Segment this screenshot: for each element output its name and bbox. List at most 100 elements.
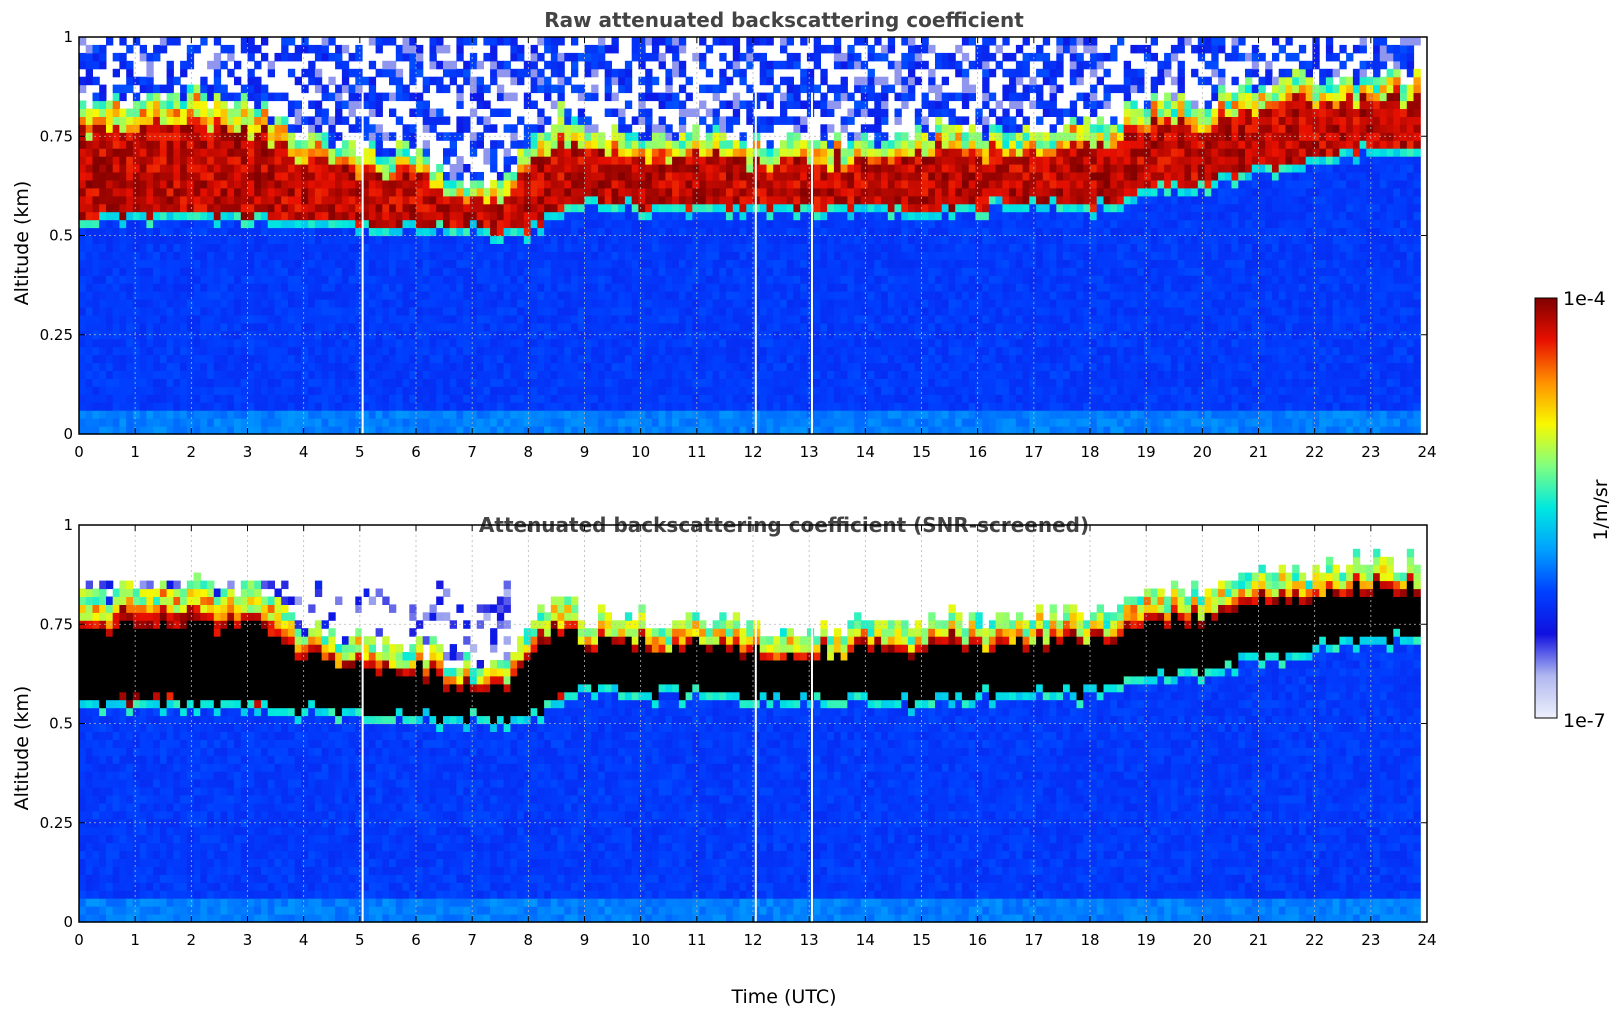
heatmap-cell: [793, 164, 801, 173]
heatmap-cell: [106, 314, 114, 324]
heatmap-cell: [287, 227, 296, 237]
heatmap-cell: [678, 307, 687, 316]
heatmap-cell: [274, 187, 282, 197]
heatmap-cell: [416, 60, 424, 70]
heatmap-cell: [786, 227, 794, 237]
heatmap-cell: [651, 219, 660, 229]
heatmap-cell: [146, 108, 154, 117]
heatmap-cell: [510, 76, 518, 86]
heatmap-cell: [267, 354, 275, 364]
heatmap-cell: [99, 44, 107, 54]
heatmap-cell: [571, 203, 579, 213]
heatmap-cell: [274, 52, 282, 62]
heatmap-cell: [692, 172, 700, 181]
heatmap-cell: [651, 426, 660, 435]
heatmap-cell: [402, 299, 410, 308]
heatmap-cell: [301, 338, 309, 348]
heatmap-cell: [739, 179, 747, 189]
heatmap-cell: [631, 44, 639, 54]
heatmap-cell: [678, 338, 687, 348]
heatmap-cell: [598, 291, 606, 300]
heatmap-cell: [719, 354, 727, 364]
heatmap-cell: [699, 84, 707, 94]
heatmap-cell: [651, 354, 660, 364]
heatmap-cell: [780, 410, 788, 419]
heatmap-cell: [267, 219, 275, 229]
heatmap-cell: [294, 267, 302, 276]
heatmap-cell: [476, 203, 484, 213]
heatmap-cell: [463, 307, 471, 316]
heatmap-cell: [139, 52, 147, 62]
heatmap-cell: [766, 291, 774, 300]
heatmap-cell: [267, 156, 275, 165]
heatmap-cell: [240, 148, 249, 157]
heatmap-cell: [550, 307, 559, 316]
heatmap-cell: [557, 402, 565, 411]
heatmap-cell: [314, 108, 323, 117]
heatmap-cell: [193, 219, 201, 229]
heatmap-cell: [685, 235, 693, 244]
heatmap-cell: [463, 299, 471, 308]
heatmap-cell: [132, 322, 141, 332]
heatmap-cell: [314, 267, 323, 276]
heatmap-cell: [766, 307, 774, 316]
heatmap-cell: [126, 314, 134, 324]
heatmap-cell: [766, 140, 774, 149]
heatmap-cell: [132, 267, 141, 276]
heatmap-cell: [186, 235, 195, 244]
heatmap-cell: [618, 418, 626, 427]
heatmap-cell: [773, 116, 781, 125]
heatmap-cell: [699, 426, 707, 435]
heatmap-cell: [234, 402, 242, 411]
heatmap-cell: [699, 251, 707, 260]
heatmap-cell: [166, 179, 174, 189]
heatmap-cell: [786, 92, 794, 102]
heatmap-cell: [132, 418, 141, 427]
heatmap-cell: [604, 243, 612, 252]
heatmap-cell: [267, 259, 275, 268]
heatmap-cell: [813, 140, 821, 149]
heatmap-cell: [813, 322, 821, 332]
heatmap-cell: [483, 410, 491, 419]
heatmap-cell: [678, 148, 687, 157]
heatmap-cell: [267, 164, 275, 173]
heatmap-cell: [739, 410, 747, 419]
heatmap-cell: [375, 172, 383, 181]
heatmap-cell: [227, 426, 235, 435]
heatmap-cell: [523, 338, 532, 348]
heatmap-cell: [496, 60, 505, 70]
heatmap-cell: [139, 251, 147, 260]
heatmap-cell: [611, 235, 619, 244]
heatmap-cell: [382, 219, 390, 229]
heatmap-cell: [119, 314, 127, 324]
heatmap-cell: [227, 346, 235, 356]
heatmap-cell: [119, 195, 127, 205]
heatmap-cell: [341, 76, 350, 86]
heatmap-cell: [658, 100, 666, 109]
raw-backscatter-panel: Raw attenuated backscattering coefficien…: [11, 8, 1437, 461]
heatmap-cell: [368, 346, 377, 356]
heatmap-cell: [813, 386, 821, 395]
heatmap-cell: [287, 362, 296, 371]
heatmap-cell: [537, 37, 545, 46]
heatmap-cell: [746, 362, 754, 371]
heatmap-cell: [355, 291, 363, 300]
heatmap-cell: [827, 291, 835, 300]
heatmap-cell: [759, 259, 767, 268]
heatmap-cell: [227, 211, 235, 221]
heatmap-cell: [267, 251, 275, 260]
heatmap-cell: [227, 354, 235, 364]
heatmap-cell: [469, 386, 478, 395]
heatmap-cell: [159, 179, 168, 189]
heatmap-cell: [193, 187, 201, 197]
heatmap-cell: [678, 100, 687, 109]
heatmap-area: [79, 37, 1421, 435]
heatmap-cell: [328, 116, 336, 125]
heatmap-cell: [234, 322, 242, 332]
heatmap-cell: [106, 172, 114, 181]
heatmap-cell: [119, 140, 127, 149]
heatmap-cell: [503, 124, 511, 133]
heatmap-cell: [517, 179, 525, 189]
heatmap-cell: [503, 108, 511, 117]
heatmap-cell: [106, 203, 114, 213]
